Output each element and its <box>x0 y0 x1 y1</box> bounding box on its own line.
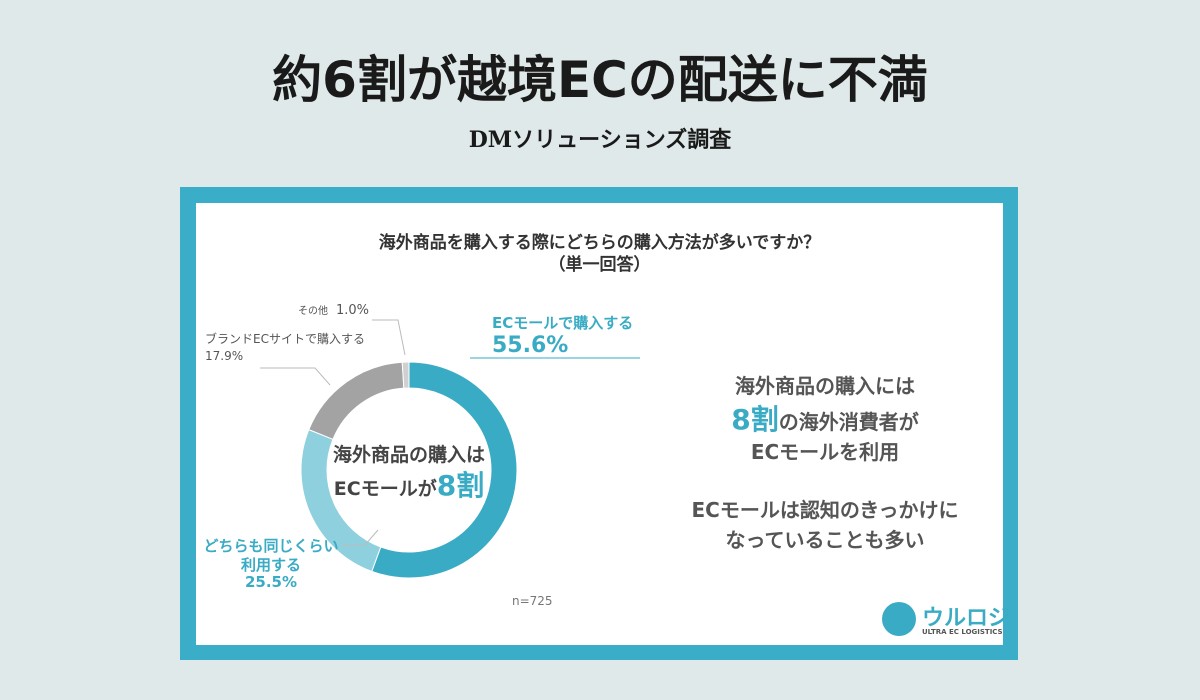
donut-slice <box>371 361 518 579</box>
category-label: ブランドECサイトで購入する <box>205 332 365 346</box>
chart-title: 海外商品を購入する際にどちらの購入方法が多いですか？ <box>378 233 821 253</box>
value-label: 25.5% <box>244 573 298 591</box>
page-title: 約6割が越境ECの配送に不満 <box>272 51 928 109</box>
sample-size: n=725 <box>512 594 553 608</box>
center-highlight: 8割 <box>436 469 485 502</box>
page-subtitle: DMソリューションズ調査 <box>468 127 732 153</box>
side-text: ECモールは認知のきっかけに <box>691 498 959 522</box>
side-text: 8割の海外消費者が <box>655 398 995 438</box>
category-label: その他 <box>298 306 328 317</box>
logo-icon <box>882 602 916 636</box>
leader-line <box>342 529 379 546</box>
donut-slice <box>401 361 410 389</box>
logo-name: ウルロジ <box>922 606 1011 631</box>
side-text: の海外消費者が <box>778 410 919 434</box>
category-label: どちらも同じくらい 利用する <box>203 537 339 574</box>
value-label: 55.6% <box>492 333 569 358</box>
side-text: なっていることも多い <box>725 528 925 552</box>
side-text: 海外商品の購入には <box>735 374 915 398</box>
leader-line <box>372 319 406 356</box>
donut-slice <box>308 361 405 440</box>
leader-line <box>260 367 331 386</box>
logo-tagline: ULTRA EC LOGISTICS <box>922 628 1003 636</box>
center-text: ECモールが8割 <box>309 464 509 504</box>
value-label: 17.9% <box>205 349 244 363</box>
center-text: 海外商品の購入は <box>332 444 485 466</box>
center-text: ECモールが <box>333 478 437 500</box>
category-label: ECモールで購入する <box>492 314 634 332</box>
value-label: 1.0% <box>336 303 370 318</box>
side-text: ECモールを利用 <box>750 440 900 464</box>
chart-subtitle: （単一回答） <box>548 255 651 275</box>
side-highlight: 8割 <box>731 403 779 436</box>
